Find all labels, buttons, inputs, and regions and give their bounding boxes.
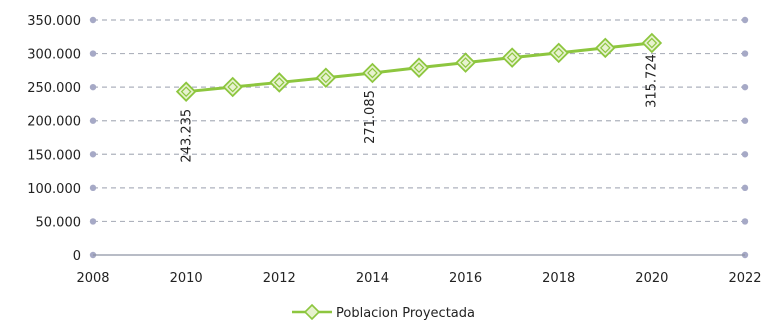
y-tick-label: 0	[73, 249, 81, 264]
data-point-marker	[455, 52, 476, 73]
gridline-left-dot	[89, 50, 97, 57]
x-tick-label: 2018	[542, 271, 575, 286]
gridline-right-dot	[741, 50, 749, 57]
legend: Poblacion Proyectada	[292, 303, 475, 320]
x-tick-label: 2008	[76, 271, 109, 286]
y-tick-label: 100.000	[27, 182, 81, 197]
data-point-marker	[362, 62, 383, 84]
gridline-left-dot	[89, 16, 97, 24]
legend-label: Poblacion Proyectada	[336, 306, 475, 320]
y-tick-label: 350.000	[27, 14, 81, 29]
data-point-marker	[501, 47, 523, 68]
x-tick-label: 2022	[728, 271, 761, 286]
data-point-marker	[222, 76, 243, 98]
y-tick-label: 200.000	[27, 115, 81, 130]
data-point-marker	[175, 81, 197, 102]
gridline-right-dot	[741, 16, 749, 24]
legend-diamond-marker	[303, 303, 321, 320]
x-tick-label: 2010	[170, 271, 203, 286]
gridline-left-dot	[89, 218, 97, 225]
data-point-marker	[641, 32, 663, 54]
x-axis-tick-labels: 2008 2010 2012 2014 2016 2018 2020 2022	[76, 271, 761, 286]
gridline-left-dot	[89, 117, 97, 124]
x-tick-label: 2020	[635, 271, 668, 286]
gridline-left-dot	[89, 83, 97, 91]
data-labels: 243.235 271.085 315.724	[180, 54, 660, 162]
data-label: 315.724	[644, 54, 659, 108]
data-point-marker	[408, 57, 430, 78]
gridlines	[89, 16, 749, 259]
gridline-right-dot	[741, 83, 749, 91]
gridline-right-dot	[741, 117, 749, 124]
x-tick-label: 2016	[449, 271, 482, 286]
data-label: 271.085	[363, 90, 378, 144]
data-point-marker	[548, 42, 569, 64]
gridline-right-dot	[741, 151, 749, 158]
x-tick-label: 2014	[356, 271, 389, 286]
gridline-left-dot	[89, 184, 97, 192]
y-tick-label: 50.000	[36, 215, 82, 230]
gridline-right-dot	[741, 184, 749, 192]
y-tick-label: 150.000	[27, 148, 81, 163]
y-tick-label: 250.000	[27, 81, 81, 96]
series-poblacion-proyectada	[175, 32, 663, 102]
y-axis-tick-labels: 0 50.000 100.000 150.000 200.000 250.000 300.0…	[27, 14, 81, 264]
data-point-marker	[269, 72, 290, 93]
y-tick-label: 300.000	[27, 48, 81, 63]
data-label: 243.235	[180, 109, 195, 163]
x-tick-label: 2012	[263, 271, 296, 286]
gridline-left-dot	[89, 151, 97, 158]
data-point-marker	[315, 67, 337, 89]
gridline-right-dot	[741, 218, 749, 225]
data-point-marker	[595, 37, 616, 59]
